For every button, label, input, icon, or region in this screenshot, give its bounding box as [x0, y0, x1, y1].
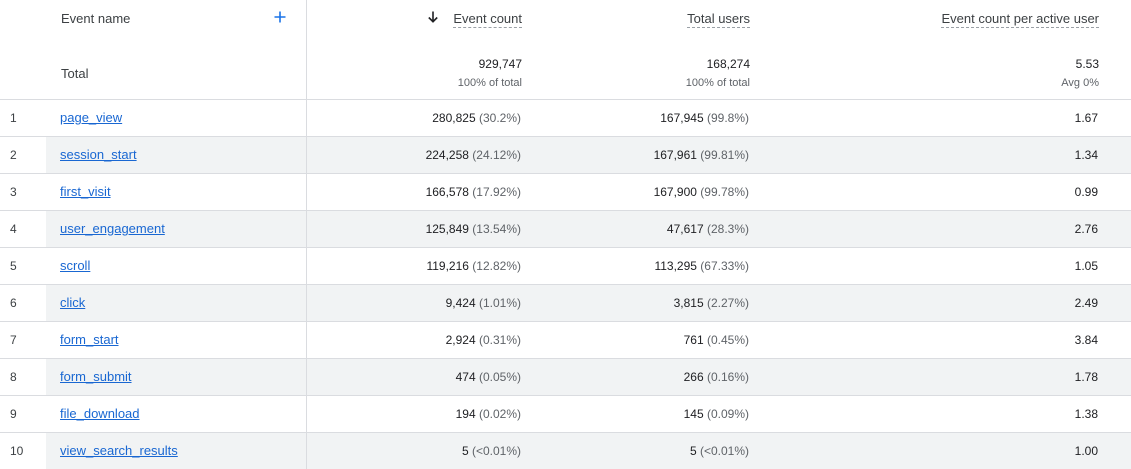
event-name-link[interactable]: view_search_results [60, 443, 178, 458]
event-count-per-user-column-title[interactable]: Event count per active user [941, 11, 1099, 28]
total-users-cell: 3,815 (2.27%) [673, 296, 749, 310]
total-users-total-sub: 100% of total [685, 77, 750, 89]
total-row-label: Total [61, 66, 89, 81]
event-count-cell: 9,424 (1.01%) [445, 296, 521, 310]
event-name-link[interactable]: first_visit [60, 184, 111, 199]
table-row: 10 view_search_results 5 (<0.01%) 5 (<0.… [0, 433, 1131, 469]
event-name-link[interactable]: form_submit [60, 369, 132, 384]
event-count-header: Event count 929,747 100% of total [307, 0, 522, 99]
plus-icon[interactable] [272, 9, 288, 25]
event-count-cell: 119,216 (12.82%) [426, 259, 521, 273]
event-count-cell: 280,825 (30.2%) [432, 111, 521, 125]
row-rank: 9 [10, 407, 17, 421]
event-count-cell: 2,924 (0.31%) [445, 333, 521, 347]
event-count-per-user-cell: 1.78 [1074, 370, 1098, 384]
row-rank: 6 [10, 296, 17, 310]
event-count-per-user-cell: 1.38 [1074, 407, 1098, 421]
total-users-cell: 145 (0.09%) [683, 407, 749, 421]
row-rank: 8 [10, 370, 17, 384]
table-row: 3 first_visit 166,578 (17.92%) 167,900 (… [0, 174, 1131, 211]
row-rank: 2 [10, 148, 17, 162]
total-users-header: Total users 168,274 100% of total [522, 0, 750, 99]
total-users-cell: 113,295 (67.33%) [654, 259, 749, 273]
column-divider [306, 0, 307, 99]
event-count-per-user-header: Event count per active user 5.53 Avg 0% [750, 0, 1099, 99]
table-row: 6 click 9,424 (1.01%) 3,815 (2.27%) 2.49 [0, 285, 1131, 322]
event-count-per-user-cell: 2.49 [1074, 296, 1098, 310]
event-count-per-user-cell: 3.84 [1074, 333, 1098, 347]
event-count-per-user-total: 5.53 [1075, 57, 1099, 71]
row-rank: 10 [10, 444, 24, 458]
event-count-per-user-cell: 2.76 [1074, 222, 1098, 236]
event-name-link[interactable]: file_download [60, 406, 140, 421]
row-rank: 5 [10, 259, 17, 273]
table-row: 1 page_view 280,825 (30.2%) 167,945 (99.… [0, 100, 1131, 137]
event-count-per-user-total-sub: Avg 0% [1061, 77, 1099, 89]
table-row: 2 session_start 224,258 (24.12%) 167,961… [0, 137, 1131, 174]
event-count-column-title[interactable]: Event count [453, 11, 522, 28]
event-name-link[interactable]: session_start [60, 147, 137, 162]
event-count-per-user-cell: 1.05 [1074, 259, 1098, 273]
row-rank: 3 [10, 185, 17, 199]
event-count-cell: 474 (0.05%) [455, 370, 521, 384]
arrow-down-icon[interactable] [426, 10, 440, 24]
table-row: 9 file_download 194 (0.02%) 145 (0.09%) … [0, 396, 1131, 433]
event-count-cell: 166,578 (17.92%) [425, 185, 521, 199]
table-row: 7 form_start 2,924 (0.31%) 761 (0.45%) 3… [0, 322, 1131, 359]
row-rank: 7 [10, 333, 17, 347]
total-users-total: 168,274 [706, 57, 750, 71]
table-row: 4 user_engagement 125,849 (13.54%) 47,61… [0, 211, 1131, 248]
event-name-link[interactable]: scroll [60, 258, 91, 273]
total-users-column-title[interactable]: Total users [687, 11, 750, 28]
table-row: 5 scroll 119,216 (12.82%) 113,295 (67.33… [0, 248, 1131, 285]
table-header: Event name Total Event count 929,747 100… [0, 0, 1131, 100]
event-count-per-user-cell: 1.00 [1074, 444, 1098, 458]
table-body: 1 page_view 280,825 (30.2%) 167,945 (99.… [0, 100, 1131, 469]
table-row: 8 form_submit 474 (0.05%) 266 (0.16%) 1.… [0, 359, 1131, 396]
total-users-cell: 266 (0.16%) [683, 370, 749, 384]
event-name-link[interactable]: page_view [60, 110, 123, 125]
total-users-cell: 167,900 (99.78%) [653, 185, 749, 199]
event-count-per-user-cell: 1.67 [1074, 111, 1098, 125]
total-users-cell: 761 (0.45%) [683, 333, 749, 347]
event-name-link[interactable]: user_engagement [60, 221, 165, 236]
event-name-link[interactable]: click [60, 295, 86, 310]
event-count-total-sub: 100% of total [457, 77, 522, 89]
event-count-cell: 224,258 (24.12%) [425, 148, 521, 162]
dimension-column-label: Event name [61, 11, 131, 26]
row-rank: 1 [10, 111, 17, 125]
total-users-cell: 5 (<0.01%) [689, 444, 749, 458]
event-count-cell: 5 (<0.01%) [461, 444, 521, 458]
event-count-total: 929,747 [478, 57, 522, 71]
event-count-cell: 194 (0.02%) [455, 407, 521, 421]
event-name-link[interactable]: form_start [60, 332, 119, 347]
event-count-per-user-cell: 0.99 [1074, 185, 1098, 199]
event-count-per-user-cell: 1.34 [1074, 148, 1098, 162]
dimension-header: Event name Total [46, 0, 306, 99]
total-users-cell: 167,961 (99.81%) [653, 148, 749, 162]
event-count-cell: 125,849 (13.54%) [425, 222, 521, 236]
row-rank: 4 [10, 222, 17, 236]
total-users-cell: 167,945 (99.8%) [660, 111, 749, 125]
total-users-cell: 47,617 (28.3%) [666, 222, 749, 236]
